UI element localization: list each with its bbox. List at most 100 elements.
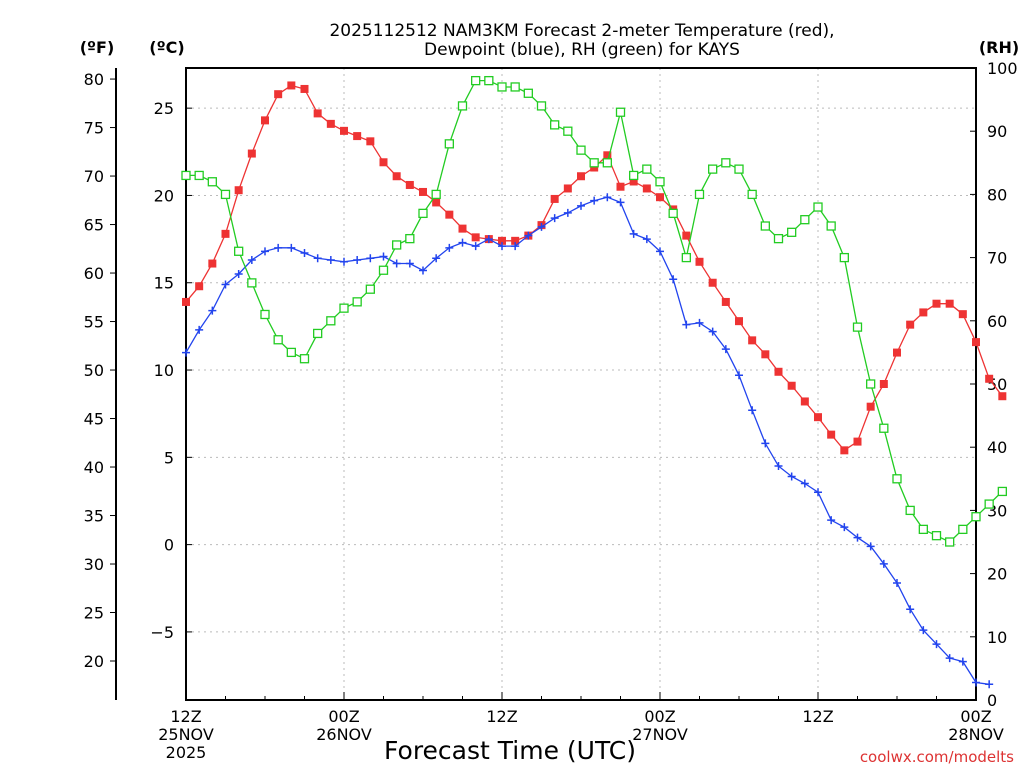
celsius-unit-label: (ºC) <box>149 38 184 57</box>
data-point-marker <box>721 297 730 306</box>
data-point-marker <box>366 137 375 146</box>
data-point-marker <box>853 437 862 446</box>
data-point-marker <box>497 82 507 92</box>
series-2-meter-temperature <box>182 81 1007 455</box>
celsius-axis: 25 20 15 10 5 0 −5 <box>150 99 192 642</box>
data-point-marker <box>247 278 257 288</box>
data-point-marker <box>814 488 822 497</box>
data-point-marker <box>642 184 651 193</box>
data-point-marker <box>971 512 981 522</box>
data-point-marker <box>300 249 309 258</box>
data-point-marker <box>590 196 599 205</box>
data-point-marker <box>761 439 770 448</box>
data-point-marker <box>603 151 612 160</box>
data-point-marker <box>208 306 217 315</box>
data-point-marker <box>603 193 612 202</box>
data-point-marker <box>195 325 204 334</box>
data-point-marker <box>524 231 533 240</box>
celsius-tick-label: 0 <box>164 536 174 555</box>
data-point-marker <box>510 82 520 92</box>
time-tick-label: 26NOV <box>316 725 372 744</box>
data-point-marker <box>985 680 994 689</box>
time-tick-label: 27NOV <box>632 725 688 744</box>
data-point-marker <box>656 247 664 256</box>
data-point-marker <box>866 379 876 389</box>
data-point-marker <box>471 75 481 86</box>
data-point-marker <box>326 119 335 128</box>
fahrenheit-tick-label: 25 <box>84 604 104 623</box>
data-point-marker <box>656 193 664 202</box>
data-point-marker <box>353 256 362 265</box>
x-axis-label: Forecast Time (UTC) <box>384 736 636 765</box>
data-point-marker <box>577 201 585 210</box>
data-point-marker <box>418 208 428 219</box>
data-point-marker <box>432 198 441 207</box>
data-point-marker <box>826 221 836 231</box>
data-point-marker <box>234 270 243 279</box>
data-point-marker <box>787 381 796 390</box>
data-point-marker <box>760 221 770 231</box>
data-point-marker <box>419 187 427 196</box>
data-point-marker <box>655 177 665 187</box>
data-point-marker <box>563 126 573 136</box>
data-point-marker <box>234 246 244 256</box>
data-point-marker <box>207 177 217 187</box>
rh-unit-label: (RH) <box>979 38 1019 57</box>
data-point-marker <box>669 275 678 284</box>
rh-tick-label: 100 <box>987 59 1018 78</box>
data-point-marker <box>695 257 704 266</box>
data-point-marker <box>550 120 560 130</box>
data-point-marker <box>299 354 310 364</box>
data-point-marker <box>352 297 362 307</box>
plot-frame <box>185 67 977 701</box>
fahrenheit-tick-label: 40 <box>84 458 104 477</box>
data-point-marker <box>353 132 362 141</box>
data-point-marker <box>668 208 678 219</box>
data-point-marker <box>458 224 467 233</box>
data-point-marker <box>287 243 296 252</box>
time-tick-label: 00Z <box>960 707 991 726</box>
fahrenheit-tick-label: 80 <box>84 70 104 89</box>
time-tick-label: 12Z <box>170 707 201 726</box>
celsius-tick-label: −5 <box>150 623 174 642</box>
data-point-marker <box>392 240 402 250</box>
data-point-marker <box>642 235 651 244</box>
data-point-marker <box>840 523 849 532</box>
data-point-marker <box>616 198 625 207</box>
fahrenheit-axis: 80 75 70 65 60 55 50 45 40 35 30 25 20 <box>84 70 116 671</box>
data-point-marker <box>629 170 639 181</box>
data-point-marker <box>577 172 585 181</box>
fahrenheit-tick-label: 75 <box>84 119 104 138</box>
celsius-tick-label: 10 <box>154 361 174 380</box>
data-point-marker <box>313 254 322 263</box>
rh-tick-label: 0 <box>987 691 997 710</box>
data-point-marker <box>340 126 348 135</box>
data-point-marker <box>550 214 559 223</box>
data-point-marker <box>445 210 454 219</box>
data-point-marker <box>220 189 231 200</box>
data-point-marker <box>998 392 1007 401</box>
data-point-marker <box>695 318 704 327</box>
data-point-marker <box>339 303 349 313</box>
series-line <box>185 196 990 685</box>
data-point-marker <box>379 158 388 167</box>
data-point-marker <box>708 278 717 287</box>
data-point-marker <box>260 309 270 320</box>
data-point-marker <box>985 374 994 383</box>
data-point-marker <box>589 158 599 168</box>
data-point-marker <box>457 101 468 111</box>
data-point-marker <box>813 202 823 212</box>
data-point-marker <box>748 406 757 415</box>
data-point-marker <box>682 231 691 240</box>
data-point-marker <box>972 338 980 347</box>
data-point-marker <box>827 516 836 525</box>
time-tick-label: 2025 <box>166 743 207 762</box>
data-point-marker <box>787 227 797 237</box>
data-point-marker <box>840 446 849 455</box>
rh-tick-label: 70 <box>987 249 1007 268</box>
fahrenheit-tick-label: 30 <box>84 555 104 574</box>
data-point-marker <box>958 310 967 319</box>
data-point-marker <box>681 252 691 263</box>
data-point-marker <box>773 233 784 244</box>
